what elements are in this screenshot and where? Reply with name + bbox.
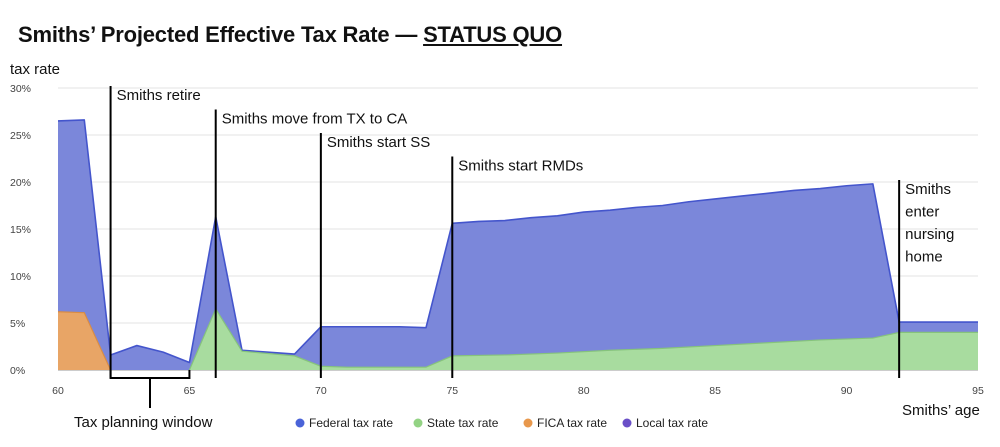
x-tick-label: 80 <box>578 385 590 397</box>
y-tick-label: 30% <box>10 83 31 95</box>
x-tick-label: 75 <box>446 385 458 397</box>
annotation-label: enter <box>905 204 939 221</box>
x-tick-label: 90 <box>841 385 853 397</box>
y-tick-label: 5% <box>10 318 25 330</box>
legend-marker-state <box>413 418 423 428</box>
fica-tax-area <box>58 311 111 370</box>
annotation-label: Smiths start RMDs <box>458 158 583 175</box>
x-axis-label: Smiths’ age <box>902 402 980 419</box>
fica-tax-line <box>57 311 112 371</box>
federal-tax-line <box>57 119 978 364</box>
state-tax-line <box>188 307 978 371</box>
legend-label-local: Local tax rate <box>636 416 708 430</box>
chart-title-main: Smiths’ Projected Effective Tax Rate — <box>18 22 418 47</box>
x-tick-label: 65 <box>184 385 196 397</box>
y-axis-label: tax rate <box>10 61 60 78</box>
tax-planning-window-label: Tax planning window <box>74 414 213 431</box>
legend-label-fica: FICA tax rate <box>537 416 607 430</box>
chart-title-status-quo: STATUS QUO <box>423 22 563 47</box>
chart-title: Smiths’ Projected Effective Tax Rate — S… <box>18 22 562 48</box>
y-tick-label: 25% <box>10 130 31 142</box>
x-tick-label: 85 <box>709 385 721 397</box>
annotation-label: Smiths move from TX to CA <box>222 111 408 128</box>
annotation-label: nursing <box>905 226 954 243</box>
x-tick-label: 95 <box>972 385 984 397</box>
annotation-label: home <box>905 249 943 266</box>
tax-planning-window-bracket <box>109 370 191 379</box>
y-tick-label: 10% <box>10 271 31 283</box>
y-tick-label: 0% <box>10 365 25 377</box>
annotation-label: Smiths retire <box>117 87 201 104</box>
state-tax-area <box>189 308 978 370</box>
x-tick-label: 70 <box>315 385 327 397</box>
legend-label-federal: Federal tax rate <box>309 416 393 430</box>
y-tick-label: 15% <box>10 224 31 236</box>
legend-marker-fica <box>523 418 533 428</box>
legend-marker-federal <box>295 418 305 428</box>
legend-marker-local <box>622 418 632 428</box>
annotation-label: Smiths <box>905 181 951 198</box>
annotation-label: Smiths start SS <box>327 134 430 151</box>
x-tick-label: 60 <box>52 385 64 397</box>
federal-tax-area <box>58 119 978 371</box>
y-tick-label: 20% <box>10 177 31 189</box>
legend-label-state: State tax rate <box>427 416 499 430</box>
